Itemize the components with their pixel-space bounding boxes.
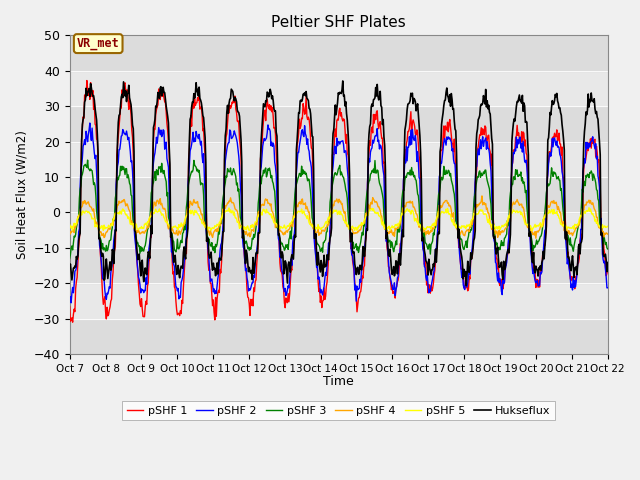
pSHF 3 (404, 170, 412, 176)
pSHF 5 (214, 222, 221, 228)
pSHF 4 (420, 225, 428, 231)
pSHF 2 (406, 134, 413, 140)
Title: Peltier SHF Plates: Peltier SHF Plates (271, 15, 406, 30)
Bar (70, 36, 608, 71)
Bar (70, 319, 608, 354)
Line: pSHF 1: pSHF 1 (70, 81, 608, 322)
pSHF 5 (245, 228, 253, 234)
pSHF 5 (76, 211, 83, 217)
pSHF 5 (66, 222, 74, 228)
Hukseflux (186, 137, 193, 143)
Hukseflux (420, 248, 428, 253)
pSHF 3 (84, 157, 92, 163)
X-axis label: Time: Time (323, 375, 354, 388)
pSHF 2 (132, 248, 140, 254)
pSHF 4 (131, 226, 139, 231)
pSHF 1 (132, 246, 140, 252)
pSHF 1 (421, 259, 429, 264)
pSHF 1 (187, 112, 195, 118)
pSHF 1 (406, 126, 413, 132)
pSHF 4 (404, 200, 412, 205)
pSHF 1 (83, 78, 91, 84)
pSHF 3 (76, 195, 83, 201)
pSHF 2 (67, 300, 75, 306)
pSHF 2 (86, 120, 93, 126)
pSHF 2 (66, 298, 74, 304)
Bar (70, 106, 608, 142)
pSHF 1 (604, 264, 612, 270)
Hukseflux (463, 283, 470, 288)
pSHF 4 (478, 193, 486, 199)
Hukseflux (76, 233, 83, 239)
pSHF 5 (404, 208, 412, 214)
pSHF 3 (604, 246, 612, 252)
pSHF 2 (216, 260, 223, 266)
Line: pSHF 4: pSHF 4 (70, 196, 608, 238)
Y-axis label: Soil Heat Flux (W/m2): Soil Heat Flux (W/m2) (15, 130, 28, 259)
Hukseflux (404, 101, 412, 107)
pSHF 4 (186, 204, 193, 210)
pSHF 3 (132, 230, 140, 236)
pSHF 1 (216, 289, 223, 295)
pSHF 5 (186, 209, 193, 215)
pSHF 3 (186, 173, 194, 179)
Line: pSHF 2: pSHF 2 (70, 123, 608, 303)
pSHF 1 (69, 319, 77, 325)
pSHF 4 (532, 235, 540, 241)
pSHF 5 (604, 223, 612, 229)
Bar (70, 142, 608, 177)
pSHF 5 (131, 226, 139, 231)
pSHF 2 (187, 145, 195, 151)
pSHF 4 (214, 228, 221, 234)
pSHF 3 (66, 255, 74, 261)
pSHF 5 (420, 227, 428, 233)
pSHF 4 (66, 229, 74, 235)
Line: pSHF 5: pSHF 5 (70, 208, 608, 231)
pSHF 1 (76, 223, 84, 228)
Hukseflux (214, 271, 221, 277)
pSHF 2 (604, 285, 612, 291)
pSHF 5 (585, 205, 593, 211)
Hukseflux (604, 260, 612, 265)
Text: VR_met: VR_met (77, 37, 120, 50)
Line: pSHF 3: pSHF 3 (70, 160, 608, 258)
Hukseflux (339, 78, 347, 84)
pSHF 3 (420, 230, 428, 236)
pSHF 2 (76, 184, 84, 190)
pSHF 2 (421, 265, 429, 271)
Bar (70, 248, 608, 283)
pSHF 3 (215, 228, 223, 234)
Bar (70, 283, 608, 319)
Bar (70, 177, 608, 213)
pSHF 4 (76, 213, 83, 219)
Bar (70, 71, 608, 106)
Legend: pSHF 1, pSHF 2, pSHF 3, pSHF 4, pSHF 5, Hukseflux: pSHF 1, pSHF 2, pSHF 3, pSHF 4, pSHF 5, … (122, 401, 555, 420)
Hukseflux (131, 228, 139, 234)
pSHF 4 (604, 231, 612, 237)
Line: Hukseflux: Hukseflux (70, 81, 608, 286)
Hukseflux (66, 264, 74, 270)
pSHF 1 (66, 304, 74, 310)
Bar (70, 213, 608, 248)
